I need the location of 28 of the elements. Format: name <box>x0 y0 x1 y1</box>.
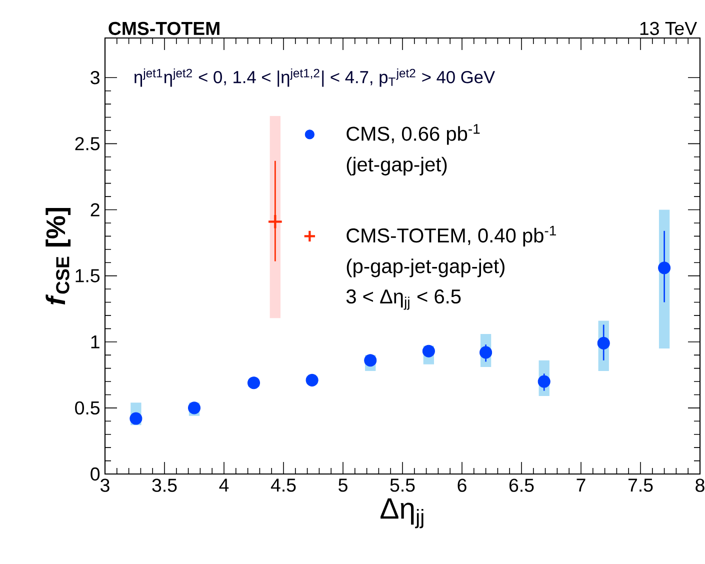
y-axis-title: f$_{CSE}$ [%] <box>46 208 71 305</box>
x-tick-label: 4 <box>219 478 229 492</box>
x-tick-label: 4.5 <box>270 478 296 492</box>
legend-label: CMS-TOTEM, 0.40 pb$^{-1}$ <box>346 226 556 247</box>
annotation: (p-gap-jet-gap-jet) <box>346 258 504 278</box>
x-tick-label: 7 <box>576 478 586 492</box>
y-tick-label: 0 <box>90 467 100 481</box>
y-tick-label: 1.5 <box>76 269 100 282</box>
x-tick-label: 5 <box>338 478 348 492</box>
annotation: (jet-gap-jet) <box>346 156 447 176</box>
chart-title: CMS-TOTEM <box>108 22 220 36</box>
y-tick-label: 3 <box>90 71 100 84</box>
x-axis-title: Δη$_{jj}$ <box>380 498 424 528</box>
y-tick-label: 2.5 <box>75 137 100 150</box>
annotation: 3 < Δη$_{jj}$ < 6.5 <box>346 289 461 310</box>
text: η$^{jet1}$η$^{jet2}$ < 0, 1.4 < |η$^{jet1,2}$| < 4.7, p$_{T}$$^{jet2}$ > 40 GeV <box>134 68 495 87</box>
y-tick-label: 2 <box>90 203 100 216</box>
legend-label: CMS, 0.66 pb$^{-1}$ <box>346 124 480 145</box>
chart-subtitle: 13 TeV <box>640 22 698 36</box>
x-tick-label: 7.5 <box>628 478 653 492</box>
x-tick-label: 8 <box>696 478 704 492</box>
y-tick-label: 1 <box>91 335 100 348</box>
x-tick-label: 5.5 <box>390 478 415 492</box>
x-tick-label: 3 <box>100 478 110 492</box>
x-tick-label: 3.5 <box>152 478 177 492</box>
x-tick-label: 6 <box>458 478 466 492</box>
x-tick-label: 6.5 <box>509 478 534 492</box>
y-tick-label: 0.5 <box>75 401 100 415</box>
